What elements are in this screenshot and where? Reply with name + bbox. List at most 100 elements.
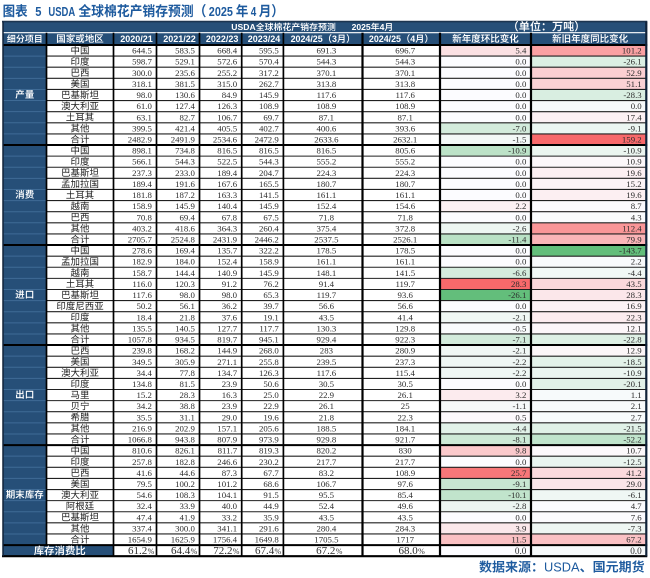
svg-text:163.3: 163.3 <box>217 190 237 200</box>
svg-text:4: 4 <box>251 5 257 19</box>
svg-text:USDA: USDA <box>231 22 255 32</box>
svg-text:820.2: 820.2 <box>317 446 337 456</box>
svg-text:22.9: 22.9 <box>319 390 335 400</box>
svg-text:268.0: 268.0 <box>259 346 279 356</box>
svg-text:-9.1: -9.1 <box>628 123 642 133</box>
svg-text:130.6: 130.6 <box>175 90 195 100</box>
svg-text:22.9: 22.9 <box>263 401 279 411</box>
svg-text:2491.9: 2491.9 <box>171 135 196 145</box>
svg-text:144.9: 144.9 <box>217 346 237 356</box>
svg-text:39.7: 39.7 <box>263 301 279 311</box>
svg-text:52.4: 52.4 <box>319 501 335 511</box>
svg-text:26.1: 26.1 <box>397 390 412 400</box>
svg-text:3.9: 3.9 <box>515 524 527 534</box>
svg-text:372.8: 372.8 <box>395 223 415 233</box>
svg-text:%: % <box>148 547 155 556</box>
svg-text:87.3: 87.3 <box>222 468 238 478</box>
svg-text:30.5: 30.5 <box>319 379 335 389</box>
svg-text:116.0: 116.0 <box>132 279 152 289</box>
svg-text:-10.9: -10.9 <box>623 146 642 156</box>
svg-text:184.0: 184.0 <box>175 257 195 267</box>
svg-text:12.9: 12.9 <box>626 346 642 356</box>
svg-text:44.9: 44.9 <box>263 501 279 511</box>
svg-text:11.5: 11.5 <box>511 535 527 545</box>
svg-text:65.3: 65.3 <box>263 290 279 300</box>
svg-text:117.7: 117.7 <box>259 323 279 333</box>
svg-text:68.6: 68.6 <box>263 479 279 489</box>
svg-text:807.9: 807.9 <box>217 435 237 445</box>
svg-text:159.2: 159.2 <box>622 135 642 145</box>
svg-text:2024/25: 2024/25 <box>291 34 323 44</box>
svg-text:169.4: 169.4 <box>175 246 195 256</box>
svg-text:81.5: 81.5 <box>179 379 195 389</box>
svg-text:375.4: 375.4 <box>317 223 337 233</box>
svg-text:70.8: 70.8 <box>136 212 152 222</box>
svg-text:191.6: 191.6 <box>175 179 195 189</box>
svg-text:-2.8: -2.8 <box>512 501 527 511</box>
svg-text:144.4: 144.4 <box>175 268 195 278</box>
svg-text:-2.1: -2.1 <box>512 346 526 356</box>
svg-text:-20.1: -20.1 <box>623 379 641 389</box>
svg-text:318.1: 318.1 <box>132 79 152 89</box>
svg-text:129.8: 129.8 <box>395 323 415 333</box>
svg-text:25: 25 <box>401 401 410 411</box>
svg-text:696.7: 696.7 <box>395 46 415 56</box>
svg-text:2021/22: 2021/22 <box>163 34 196 44</box>
svg-text:91.4: 91.4 <box>319 279 335 289</box>
svg-text:35.9: 35.9 <box>263 512 279 522</box>
svg-text:158.9: 158.9 <box>132 201 152 211</box>
svg-text:929.4: 929.4 <box>317 335 337 345</box>
svg-text:30.5: 30.5 <box>397 379 413 389</box>
svg-text:-10.1: -10.1 <box>508 490 526 500</box>
svg-text:117.6: 117.6 <box>132 290 152 300</box>
svg-text:%: % <box>233 547 240 556</box>
svg-text:-4.4: -4.4 <box>628 268 643 278</box>
svg-text:43.5: 43.5 <box>319 312 335 322</box>
svg-text:405.5: 405.5 <box>217 123 237 133</box>
svg-text:165.5: 165.5 <box>259 179 279 189</box>
svg-text:140.9: 140.9 <box>217 268 237 278</box>
svg-text:583.5: 583.5 <box>175 46 195 56</box>
svg-text:180.7: 180.7 <box>317 179 337 189</box>
svg-text:2024/25: 2024/25 <box>369 34 401 44</box>
svg-text:1625.9: 1625.9 <box>171 535 196 545</box>
svg-text:0.0: 0.0 <box>515 68 527 78</box>
svg-text:56.6: 56.6 <box>397 301 413 311</box>
svg-text:0.0: 0.0 <box>515 157 527 167</box>
svg-text:0.0: 0.0 <box>515 168 527 178</box>
svg-text:71.8: 71.8 <box>319 212 335 222</box>
svg-text:108.3: 108.3 <box>175 490 195 500</box>
svg-text:364.3: 364.3 <box>217 223 237 233</box>
svg-text:87.1: 87.1 <box>397 112 412 122</box>
svg-text:168.2: 168.2 <box>175 346 195 356</box>
svg-text:28.3: 28.3 <box>179 390 195 400</box>
svg-text:2025: 2025 <box>352 22 371 32</box>
svg-text:126.3: 126.3 <box>217 101 237 111</box>
svg-text:98.0: 98.0 <box>222 290 238 300</box>
svg-text:5: 5 <box>35 5 41 19</box>
svg-text:54.6: 54.6 <box>136 490 152 500</box>
svg-text:260.4: 260.4 <box>259 223 279 233</box>
svg-text:37.6: 37.6 <box>222 312 238 322</box>
svg-text:98.0: 98.0 <box>179 290 195 300</box>
svg-text:0.0: 0.0 <box>515 112 527 122</box>
svg-text:21.8: 21.8 <box>179 312 195 322</box>
svg-text:19.1: 19.1 <box>263 312 278 322</box>
svg-text:145.9: 145.9 <box>259 268 279 278</box>
svg-text:402.7: 402.7 <box>259 123 279 133</box>
svg-text:119.7: 119.7 <box>317 290 337 300</box>
svg-text:1066.8: 1066.8 <box>128 435 153 445</box>
svg-text:16.3: 16.3 <box>222 390 238 400</box>
svg-text:0.0: 0.0 <box>515 457 527 467</box>
svg-text:805.6: 805.6 <box>395 146 415 156</box>
svg-text:2446.2: 2446.2 <box>255 235 279 245</box>
svg-text:393.6: 393.6 <box>395 123 415 133</box>
svg-text:0.0: 0.0 <box>515 212 527 222</box>
svg-text:29.0: 29.0 <box>222 412 238 422</box>
svg-text:555.2: 555.2 <box>317 157 337 167</box>
svg-text:217.7: 217.7 <box>395 457 415 467</box>
svg-text:52.9: 52.9 <box>626 68 642 78</box>
svg-text:544.3: 544.3 <box>395 57 415 67</box>
svg-text:544.3: 544.3 <box>259 157 279 167</box>
svg-text:370.1: 370.1 <box>395 68 415 78</box>
